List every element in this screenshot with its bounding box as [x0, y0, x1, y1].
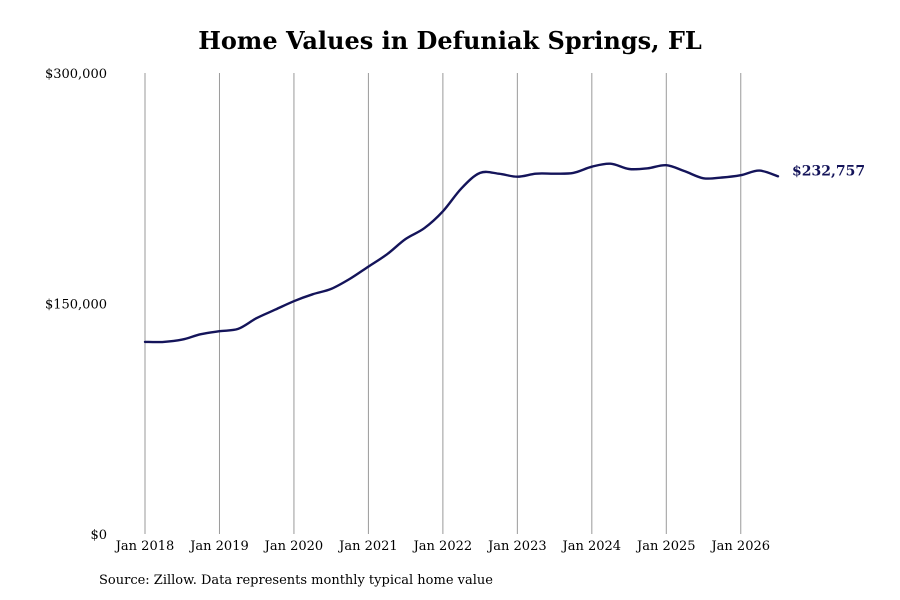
x-tick-label: Jan 2023	[486, 539, 547, 554]
x-tick-label: Jan 2024	[561, 539, 622, 554]
y-tick-labels: $0 $150,000 $300,000	[45, 67, 107, 543]
series-line	[143, 162, 780, 344]
source-note: Source: Zillow. Data represents monthly …	[99, 573, 493, 588]
x-tick-label: Jan 2021	[337, 539, 398, 554]
x-tick-label: Jan 2022	[412, 539, 473, 554]
chart-title: Home Values in Defuniak Springs, FL	[198, 26, 702, 55]
y-tick-label: $300,000	[45, 67, 107, 82]
x-tick-label: Jan 2019	[188, 539, 249, 554]
y-tick-label: $150,000	[45, 298, 107, 313]
x-gridlines	[144, 73, 742, 534]
series-line-group	[143, 162, 780, 344]
y-tick-label: $0	[90, 528, 107, 543]
x-tick-label: Jan 2020	[263, 539, 324, 554]
x-tick-label: Jan 2018	[114, 539, 175, 554]
x-tick-label: Jan 2026	[709, 539, 770, 554]
x-tick-labels: Jan 2018 Jan 2019 Jan 2020 Jan 2021 Jan 2022…	[114, 539, 770, 554]
end-value-label: $232,757	[792, 163, 865, 179]
x-tick-label: Jan 2025	[635, 539, 696, 554]
end-label-group: $232,757	[792, 163, 865, 179]
